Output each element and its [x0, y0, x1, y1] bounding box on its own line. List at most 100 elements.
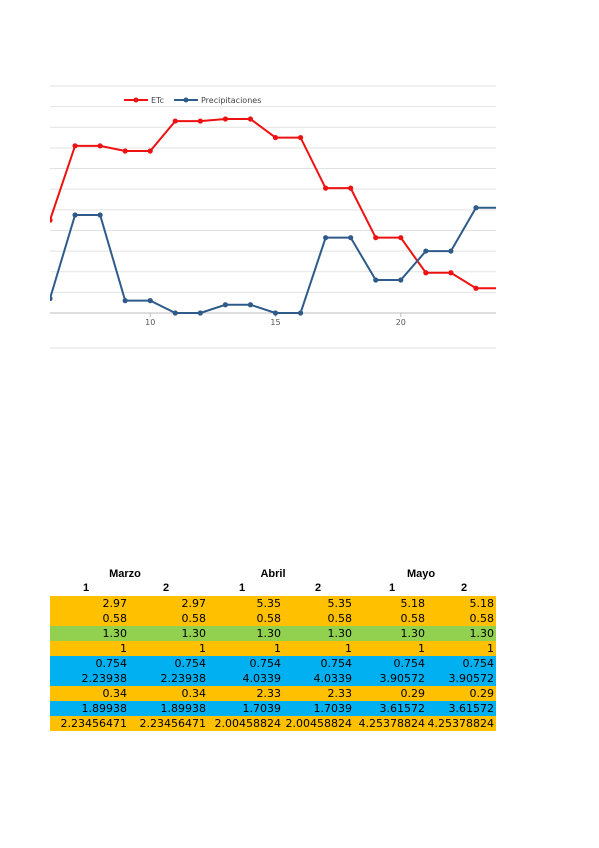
data-point: [122, 298, 128, 304]
data-point: [448, 248, 454, 254]
data-point: [97, 143, 103, 149]
table-cell: 1: [487, 642, 494, 655]
data-point: [348, 235, 354, 241]
series-1: [50, 205, 503, 316]
table-row: 2.97 2.97 5.35 5.35 5.18 5.18: [50, 596, 496, 611]
table-cell: 1.30: [400, 627, 426, 640]
data-point: [423, 248, 429, 254]
period-header: 2: [162, 582, 170, 594]
table-cell: 1.89938: [160, 702, 207, 715]
data-point: [197, 118, 203, 124]
period-header: 2: [460, 582, 468, 594]
table-cell: 3.61572: [379, 702, 426, 715]
table-cell: 2.00458824: [285, 717, 352, 730]
month-header-abril: Abril: [260, 568, 286, 580]
table-cell: 5.35: [327, 597, 353, 610]
data-point: [398, 277, 404, 283]
table-cell: 0.58: [256, 612, 282, 625]
x-tick-label: 10: [145, 318, 155, 327]
table-cell: 2.97: [181, 597, 207, 610]
data-point: [97, 212, 103, 218]
table-cell: 0.754: [174, 657, 207, 670]
table-cell: 1.30: [469, 627, 495, 640]
legend-precip-marker: [183, 97, 189, 103]
table-cell: 2.23938: [81, 672, 128, 685]
data-point: [448, 270, 454, 276]
period-header: 2: [314, 582, 322, 594]
table-cell: 4.25378824: [358, 717, 425, 730]
table-row: 1.30 1.30 1.30 1.30 1.30 1.30: [50, 626, 496, 641]
table-cell: 1.89938: [81, 702, 128, 715]
series-line: [50, 206, 496, 314]
chart-legend: ETc Precipitaciones: [124, 96, 261, 105]
table-cell: 5.35: [256, 597, 282, 610]
table-cell: 2.23456471: [139, 717, 206, 730]
table-cell: 0.34: [181, 687, 207, 700]
month-header-mayo: Mayo: [406, 568, 436, 580]
table-cell: 1: [418, 642, 425, 655]
table-cell: 4.0339: [242, 672, 282, 685]
x-tick-label: 20: [396, 318, 406, 327]
table-cell: 1: [120, 642, 127, 655]
table-cell: 0.29: [469, 687, 495, 700]
table-cell: 0.58: [400, 612, 426, 625]
table-cell: 0.58: [469, 612, 495, 625]
data-point: [272, 310, 279, 316]
series-0: [50, 116, 496, 291]
data-table: Marzo Abril Mayo 1 2 1 2 1 2 2.97 2.97 5.35 5.35…: [50, 568, 496, 731]
period-header: 1: [238, 582, 246, 594]
series-line: [50, 118, 496, 290]
data-point: [323, 235, 329, 241]
table-cell: 0.754: [249, 657, 282, 670]
table-cell: 0.754: [393, 657, 426, 670]
table-row: 2.23456471 2.23456471 2.00458824 2.00458824…: [50, 716, 496, 731]
table-cell: 1.30: [102, 627, 128, 640]
chart-gridlines: [50, 85, 496, 349]
data-point: [272, 134, 279, 141]
x-tick-label: 15: [270, 318, 280, 327]
table-cell: 4.0339: [313, 672, 353, 685]
legend-etc-label: ETc: [151, 96, 164, 105]
table-cell: 2.23938: [160, 672, 207, 685]
data-point: [222, 302, 228, 308]
data-point: [373, 235, 379, 241]
table-row: 0.754 0.754 0.754 0.754 0.754 0.754: [50, 656, 496, 671]
table-cell: 5.18: [469, 597, 495, 610]
legend-etc-marker: [133, 97, 139, 103]
table-row: 1 1 1 1 1 1: [50, 641, 496, 656]
data-point: [222, 116, 228, 122]
data-point: [172, 118, 178, 124]
table-cell: 1.7039: [242, 702, 282, 715]
data-point: [498, 205, 503, 210]
period-header: 1: [388, 582, 396, 594]
table-cell: 5.18: [400, 597, 426, 610]
table-cell: 2.33: [327, 687, 353, 700]
table-row: 2.23938 2.23938 4.0339 4.0339 3.90572 3.90572: [50, 671, 496, 686]
month-header-marzo: Marzo: [109, 568, 141, 580]
table-cell: 0.58: [327, 612, 353, 625]
table-cell: 1.7039: [313, 702, 353, 715]
table-cell: 2.23456471: [60, 717, 127, 730]
chart-series: [50, 116, 503, 316]
table-row: 0.58 0.58 0.58 0.58 0.58 0.58: [50, 611, 496, 626]
table-cell: 1.30: [327, 627, 353, 640]
period-header-row: 1 2 1 2 1 2: [50, 582, 496, 596]
table-body: 2.97 2.97 5.35 5.35 5.18 5.18 0.58 0.58 0.58 0.58…: [50, 596, 496, 731]
month-header-row: Marzo Abril Mayo: [50, 568, 496, 582]
data-point: [172, 310, 178, 316]
data-point: [297, 134, 304, 141]
table-cell: 2.00458824: [214, 717, 281, 730]
table-cell: 1: [274, 642, 281, 655]
table-cell: 0.754: [95, 657, 128, 670]
data-point: [297, 310, 304, 316]
data-point: [197, 310, 203, 316]
table-cell: 3.90572: [448, 672, 495, 685]
table-cell: 1.30: [256, 627, 282, 640]
data-point: [373, 277, 379, 283]
data-point: [473, 285, 479, 291]
data-point: [147, 148, 153, 154]
table-row: 0.34 0.34 2.33 2.33 0.29 0.29: [50, 686, 496, 701]
table-cell: 2.97: [102, 597, 128, 610]
table-cell: 4.25378824: [427, 717, 494, 730]
table-cell: 0.754: [320, 657, 353, 670]
